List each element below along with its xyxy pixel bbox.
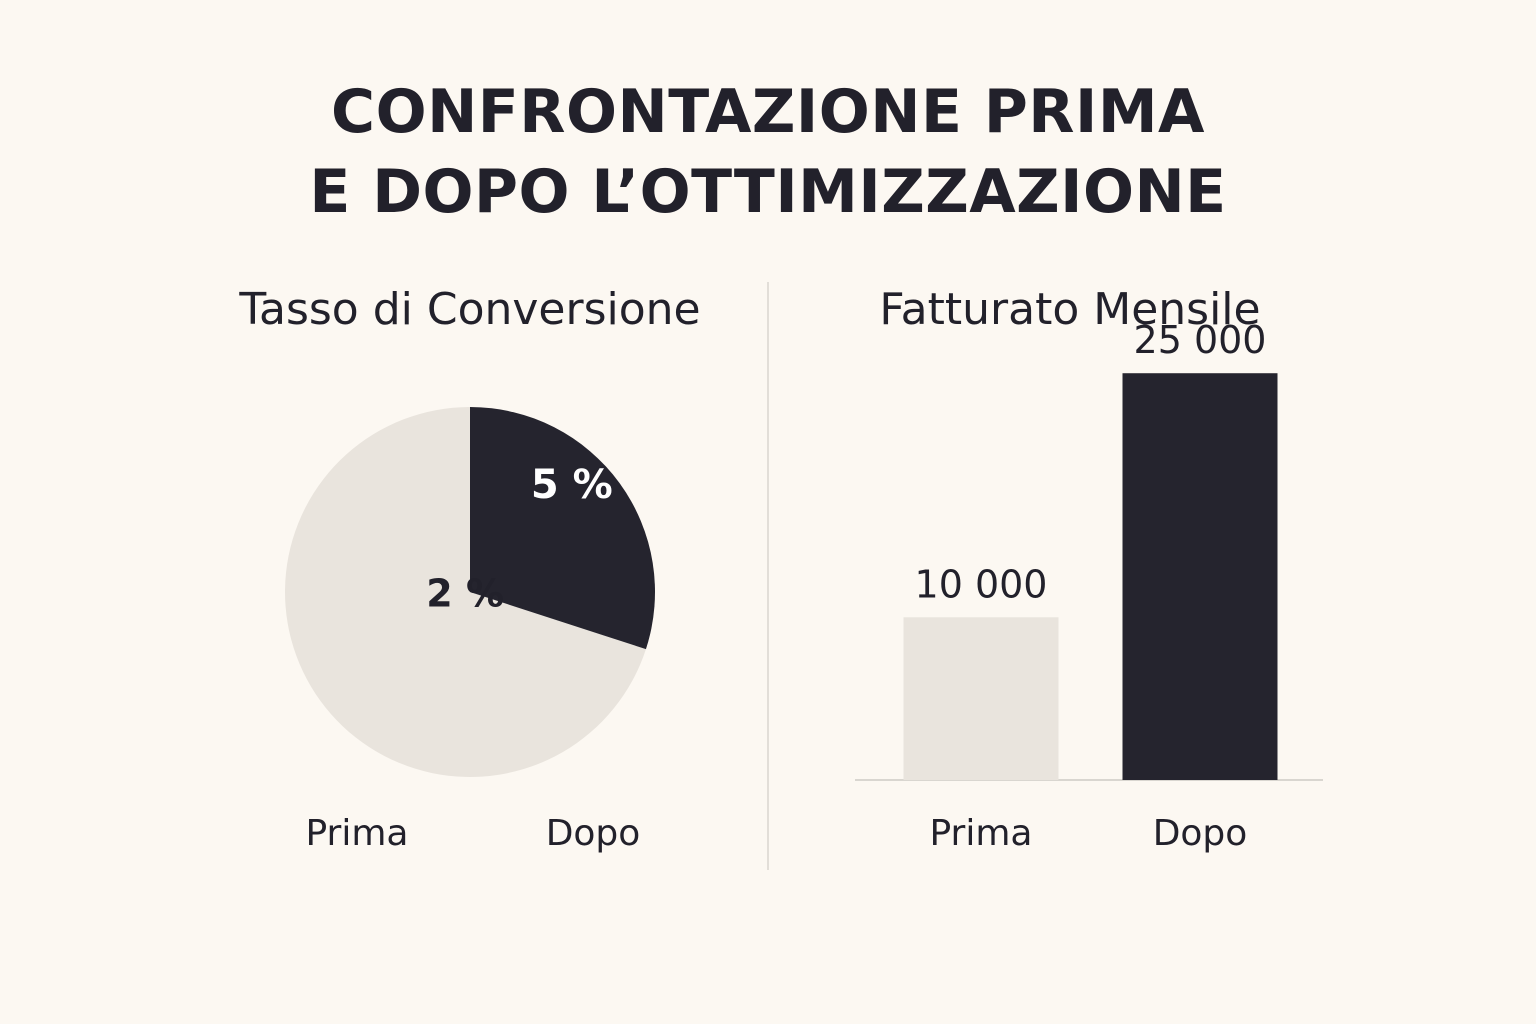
page-title: CONFRONTAZIONE PRIMA E DOPO L’OTTIMIZZAZ…: [0, 72, 1536, 232]
bar-prima: [903, 617, 1059, 780]
bar-category-label-dopo: Dopo: [1153, 813, 1248, 854]
bar-value-label-prima: 10 000: [915, 562, 1048, 606]
bar-dopo: [1122, 373, 1278, 780]
bar-category-label-prima: Prima: [929, 813, 1032, 854]
pie-slice-dopo: [470, 407, 655, 650]
bar-value-label-dopo: 25 000: [1134, 318, 1267, 362]
pie-legend-dopo: Dopo: [546, 813, 641, 854]
pie-label-prima: 2 %: [426, 571, 504, 615]
bar-chart-title: Fatturato Mensile: [879, 284, 1261, 335]
pie-label-dopo: 5 %: [531, 462, 613, 508]
pie-legend-prima: Prima: [305, 813, 408, 854]
pie-slice-prima: [285, 407, 646, 777]
pie-chart-title: Tasso di Conversione: [239, 284, 701, 335]
title-line-2: E DOPO L’OTTIMIZZAZIONE: [309, 157, 1227, 227]
panel-divider: [767, 282, 769, 870]
title-line-1: CONFRONTAZIONE PRIMA: [331, 77, 1205, 147]
